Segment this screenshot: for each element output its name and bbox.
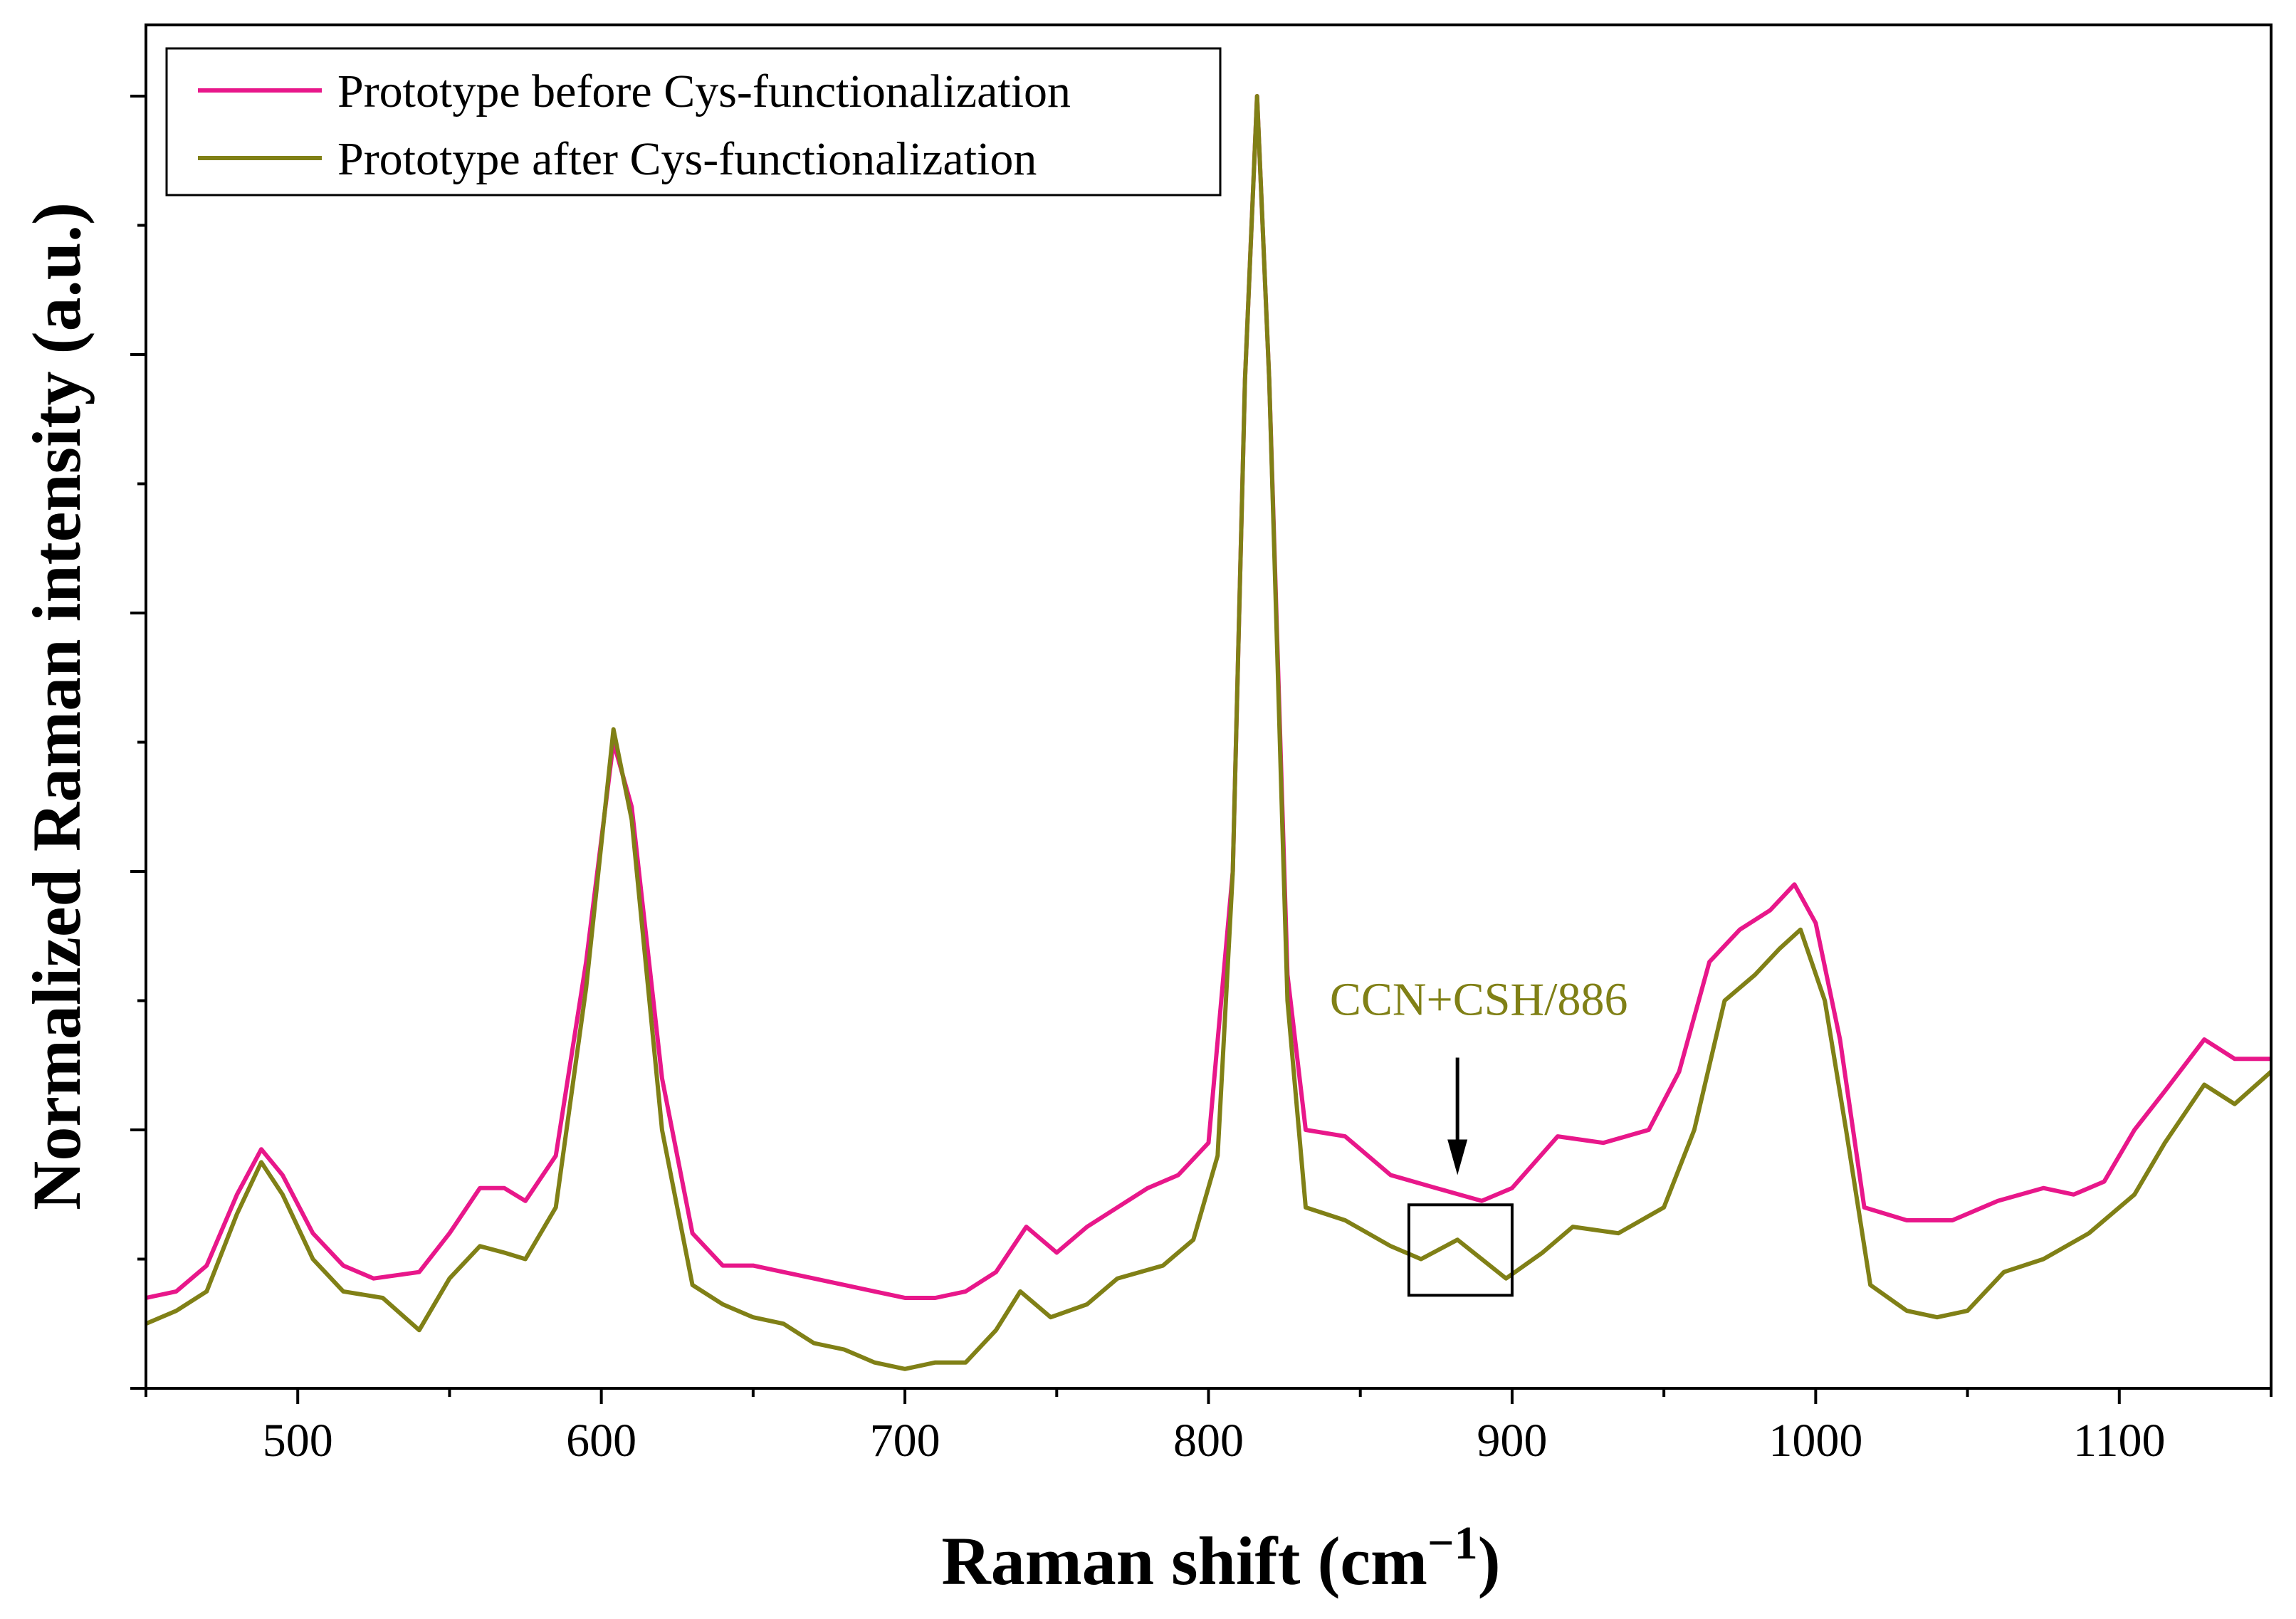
annotation-layer: CCN+CSH/886 xyxy=(1330,974,1628,1297)
legend: Prototype before Cys-functionalization P… xyxy=(165,47,1222,197)
x-tick-label: 900 xyxy=(1477,1415,1547,1467)
x-axis-title-superscript: −1 xyxy=(1427,1517,1478,1569)
y-axis-title: Normalized Raman intensity (a.u.) xyxy=(19,202,95,1210)
series-line-before xyxy=(145,94,2271,1300)
annotation-label: CCN+CSH/886 xyxy=(1330,974,1628,1026)
x-tick-label: 600 xyxy=(566,1415,636,1467)
x-tick-label: 1100 xyxy=(2073,1415,2166,1467)
x-tick-label: 800 xyxy=(1173,1415,1244,1467)
ticks-layer: 500 600 700 800 900 1000 1100 xyxy=(130,95,2273,1467)
series-line-after xyxy=(145,94,2273,1371)
legend-box xyxy=(165,47,1222,197)
x-axis-title-close: ) xyxy=(1478,1523,1501,1599)
annotation-arrow-head xyxy=(1447,1139,1468,1175)
x-tick-label: 1000 xyxy=(1768,1415,1862,1467)
legend-label-after: Prototype after Cys-functionalization xyxy=(337,133,1037,185)
annotation-box xyxy=(1407,1203,1514,1297)
x-tick-label: 700 xyxy=(870,1415,940,1467)
legend-label-before: Prototype before Cys-functionalization xyxy=(337,66,1071,117)
x-axis-title-main: Raman shift (cm xyxy=(941,1523,1427,1599)
x-axis-title: Raman shift (cm−1) xyxy=(941,1517,1500,1599)
x-tick-label: 500 xyxy=(263,1415,333,1467)
series-layer xyxy=(145,94,2273,1371)
